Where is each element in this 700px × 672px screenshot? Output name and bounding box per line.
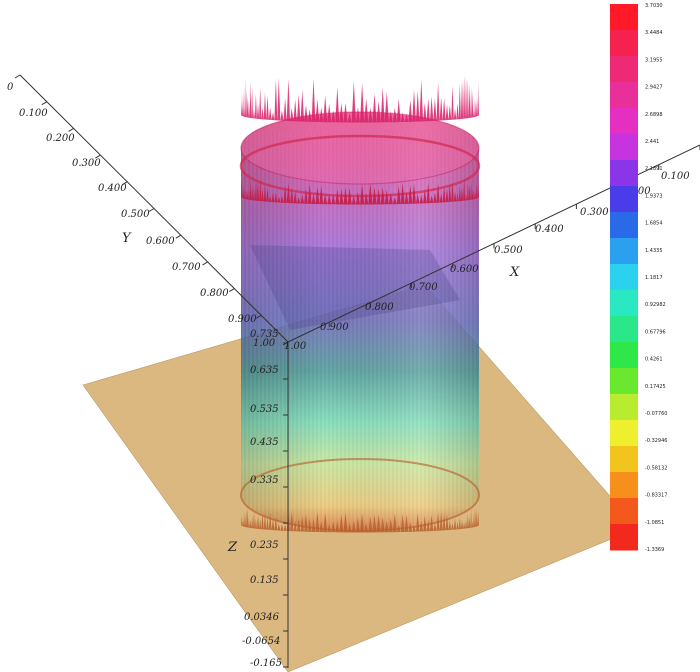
colorbar-label: -0.07760 — [645, 411, 667, 417]
z-tick-label: 0.335 — [250, 475, 279, 486]
colorbar-label: 0.4261 — [645, 357, 663, 363]
colorbar-swatch — [610, 290, 638, 317]
colorbar-swatch — [610, 394, 638, 421]
y-tick-label: 0 — [7, 82, 14, 93]
colorbar: 3.7030 3.4484 3.1955 2.9427 2.6898 2.441 2.189… — [610, 3, 667, 553]
colorbar-swatch — [610, 368, 638, 395]
z-tick-label: -0.0654 — [242, 636, 280, 647]
colorbar-label: -0.58132 — [645, 465, 667, 471]
y-tick-label: 0.100 — [19, 108, 48, 119]
axis-tick-mark — [95, 154, 101, 159]
colorbar-label: 1.4335 — [645, 248, 663, 254]
colorbar-swatch — [610, 56, 638, 83]
colorbar-swatch — [610, 238, 638, 265]
axis-tick-mark — [68, 127, 74, 132]
colorbar-label: -0.83317 — [645, 493, 667, 499]
colorbar-swatch — [610, 4, 638, 31]
colorbar-swatch — [610, 82, 638, 109]
x-tick-label: 0.300 — [580, 207, 609, 218]
colorbar-swatch — [610, 420, 638, 447]
y-tick-label: 0.400 — [98, 183, 127, 194]
x-tick-label: 0.500 — [494, 245, 523, 256]
x-tick-label: 0.700 — [409, 282, 438, 293]
colorbar-label: -1.3369 — [645, 547, 664, 553]
x-tick-label: 0.800 — [365, 302, 394, 313]
colorbar-swatch — [610, 498, 638, 525]
axis-tick-mark — [121, 181, 128, 186]
colorbar-swatch — [610, 30, 638, 57]
colorbar-label: -1.0851 — [645, 520, 664, 526]
colorbar-swatch — [610, 212, 638, 239]
z-tick-label: -0.165 — [250, 658, 282, 669]
y-tick-label: 1.00 — [253, 338, 276, 349]
colorbar-label: 3.7030 — [645, 3, 663, 9]
colorbar-label: 1.9373 — [645, 193, 663, 199]
colorbar-swatch — [610, 134, 638, 161]
colorbar-swatch — [610, 342, 638, 369]
colorbar-swatch — [610, 186, 638, 213]
x-tick-label: 0.900 — [320, 322, 349, 333]
axis-tick-mark — [175, 234, 182, 239]
colorbar-label: 2.9427 — [645, 85, 663, 91]
z-axis-title: Z — [227, 540, 238, 555]
y-tick-label: 0.200 — [46, 133, 75, 144]
z-tick-label: 0.435 — [250, 437, 279, 448]
colorbar-swatch — [610, 160, 638, 187]
colorbar-swatch — [610, 446, 638, 473]
colorbar-label: 2.6898 — [645, 112, 663, 118]
axis-tick-mark — [14, 74, 21, 79]
axis-tick-mark — [255, 314, 262, 319]
colorbar-swatch — [610, 316, 638, 343]
y-tick-label: 0.700 — [172, 262, 201, 273]
axis-tick-mark — [202, 261, 208, 266]
z-tick-label: 0.635 — [250, 365, 279, 376]
colorbar-label: -0.32946 — [645, 438, 667, 444]
y-tick-label: 0.900 — [228, 314, 257, 325]
colorbar-label: 3.4484 — [645, 30, 663, 36]
colorbar-label: 2.441 — [645, 139, 659, 145]
x-axis-title: X — [509, 265, 520, 280]
x-tick-label: 0.100 — [661, 171, 690, 182]
x-tick-label: 1.00 — [284, 341, 307, 352]
z-tick-label: 0.0346 — [244, 612, 280, 623]
y-tick-label: 0.600 — [146, 236, 175, 247]
colorbar-label: 3.1955 — [645, 57, 663, 63]
y-axis-title: Y — [122, 231, 132, 246]
colorbar-label: 2.1891 — [645, 166, 663, 172]
z-tick-label: 0.235 — [250, 540, 279, 551]
z-tick-label: 0.735 — [250, 329, 279, 340]
y-tick-label: 0.300 — [72, 158, 101, 169]
colorbar-swatch — [610, 264, 638, 291]
z-tick-label: 0.535 — [250, 404, 279, 415]
axis-tick-mark — [148, 208, 155, 212]
z-tick-label: 0.135 — [250, 575, 279, 586]
colorbar-swatch — [610, 108, 638, 135]
x-tick-label: 0.600 — [450, 264, 479, 275]
cylinder-surface — [239, 72, 481, 533]
colorbar-label: 1.6854 — [645, 221, 663, 227]
axis-tick-mark — [41, 101, 48, 106]
colorbar-swatch — [610, 524, 638, 551]
colorbar-label: 0.92982 — [645, 302, 666, 308]
x-tick-label: 0.400 — [535, 224, 564, 235]
axis-tick-mark — [229, 288, 235, 293]
colorbar-label: 0.17425 — [645, 384, 666, 390]
colorbar-swatch — [610, 472, 638, 499]
y-tick-label: 0.500 — [121, 209, 150, 220]
y-tick-label: 0.800 — [200, 288, 229, 299]
colorbar-label: 1.1817 — [645, 275, 663, 281]
colorbar-label: 0.67796 — [645, 329, 666, 335]
